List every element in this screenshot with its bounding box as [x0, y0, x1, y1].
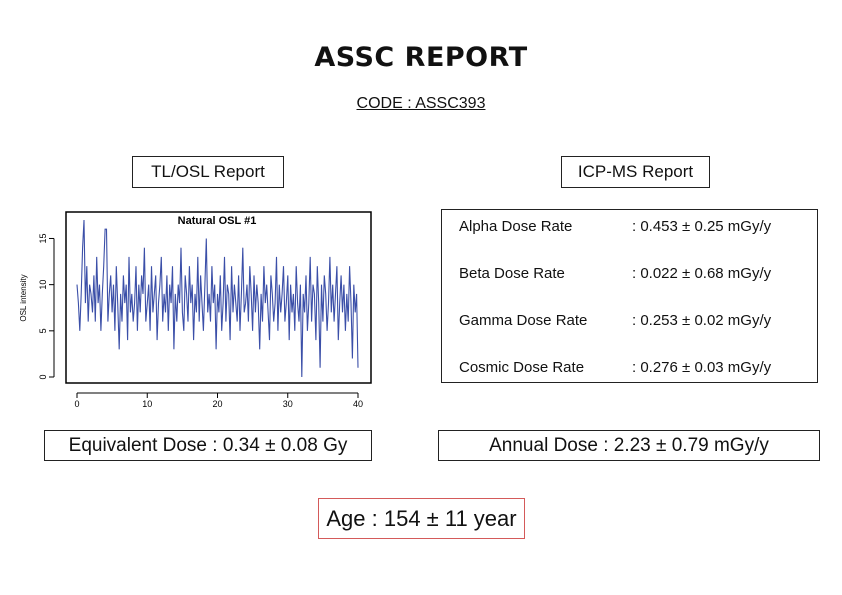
dose-name: Alpha Dose Rate — [459, 218, 573, 235]
chart-series-line — [76, 219, 359, 378]
chart-title: Natural OSL #1 — [178, 215, 257, 227]
x-tick-label: 20 — [212, 399, 222, 409]
dose-value: : 0.453 ± 0.25 mGy/y — [632, 218, 772, 235]
report-title: ASSC REPORT — [314, 42, 528, 73]
x-tick-label: 10 — [142, 399, 152, 409]
chart-y-axis-label: OSL intensity — [19, 274, 28, 321]
y-tick-label: 0 — [38, 374, 48, 379]
tlosl-section-label: TL/OSL Report — [132, 156, 284, 188]
x-tick-label: 30 — [283, 399, 293, 409]
dose-name: Cosmic Dose Rate — [459, 359, 585, 376]
equivalent-dose-box: Equivalent Dose : 0.34 ± 0.08 Gy — [44, 430, 372, 461]
x-tick-label: 40 — [353, 399, 363, 409]
y-tick-label: 15 — [38, 233, 48, 243]
report-code: CODE : ASSC393 — [356, 95, 486, 112]
annual-dose-box: Annual Dose : 2.23 ± 0.79 mGy/y — [438, 430, 820, 461]
icpms-section-label: ICP-MS Report — [561, 156, 710, 188]
dose-rate-table: Alpha Dose Rate : 0.453 ± 0.25 mGy/y Bet… — [441, 209, 818, 383]
chart-plot-frame — [65, 211, 372, 384]
dose-value: : 0.253 ± 0.02 mGy/y — [632, 312, 772, 329]
y-tick-label: 5 — [38, 328, 48, 333]
dose-name: Beta Dose Rate — [459, 265, 565, 282]
age-result-box: Age : 154 ± 11 year — [318, 498, 525, 539]
dose-name: Gamma Dose Rate — [459, 312, 588, 329]
dose-value: : 0.276 ± 0.03 mGy/y — [632, 359, 772, 376]
osl-chart: Natural OSL #1 OSL intensity 0 10 20 30 40 0 5… — [19, 211, 372, 409]
dose-value: : 0.022 ± 0.68 mGy/y — [632, 265, 772, 282]
x-tick-label: 0 — [74, 399, 79, 409]
y-tick-label: 10 — [38, 280, 48, 290]
